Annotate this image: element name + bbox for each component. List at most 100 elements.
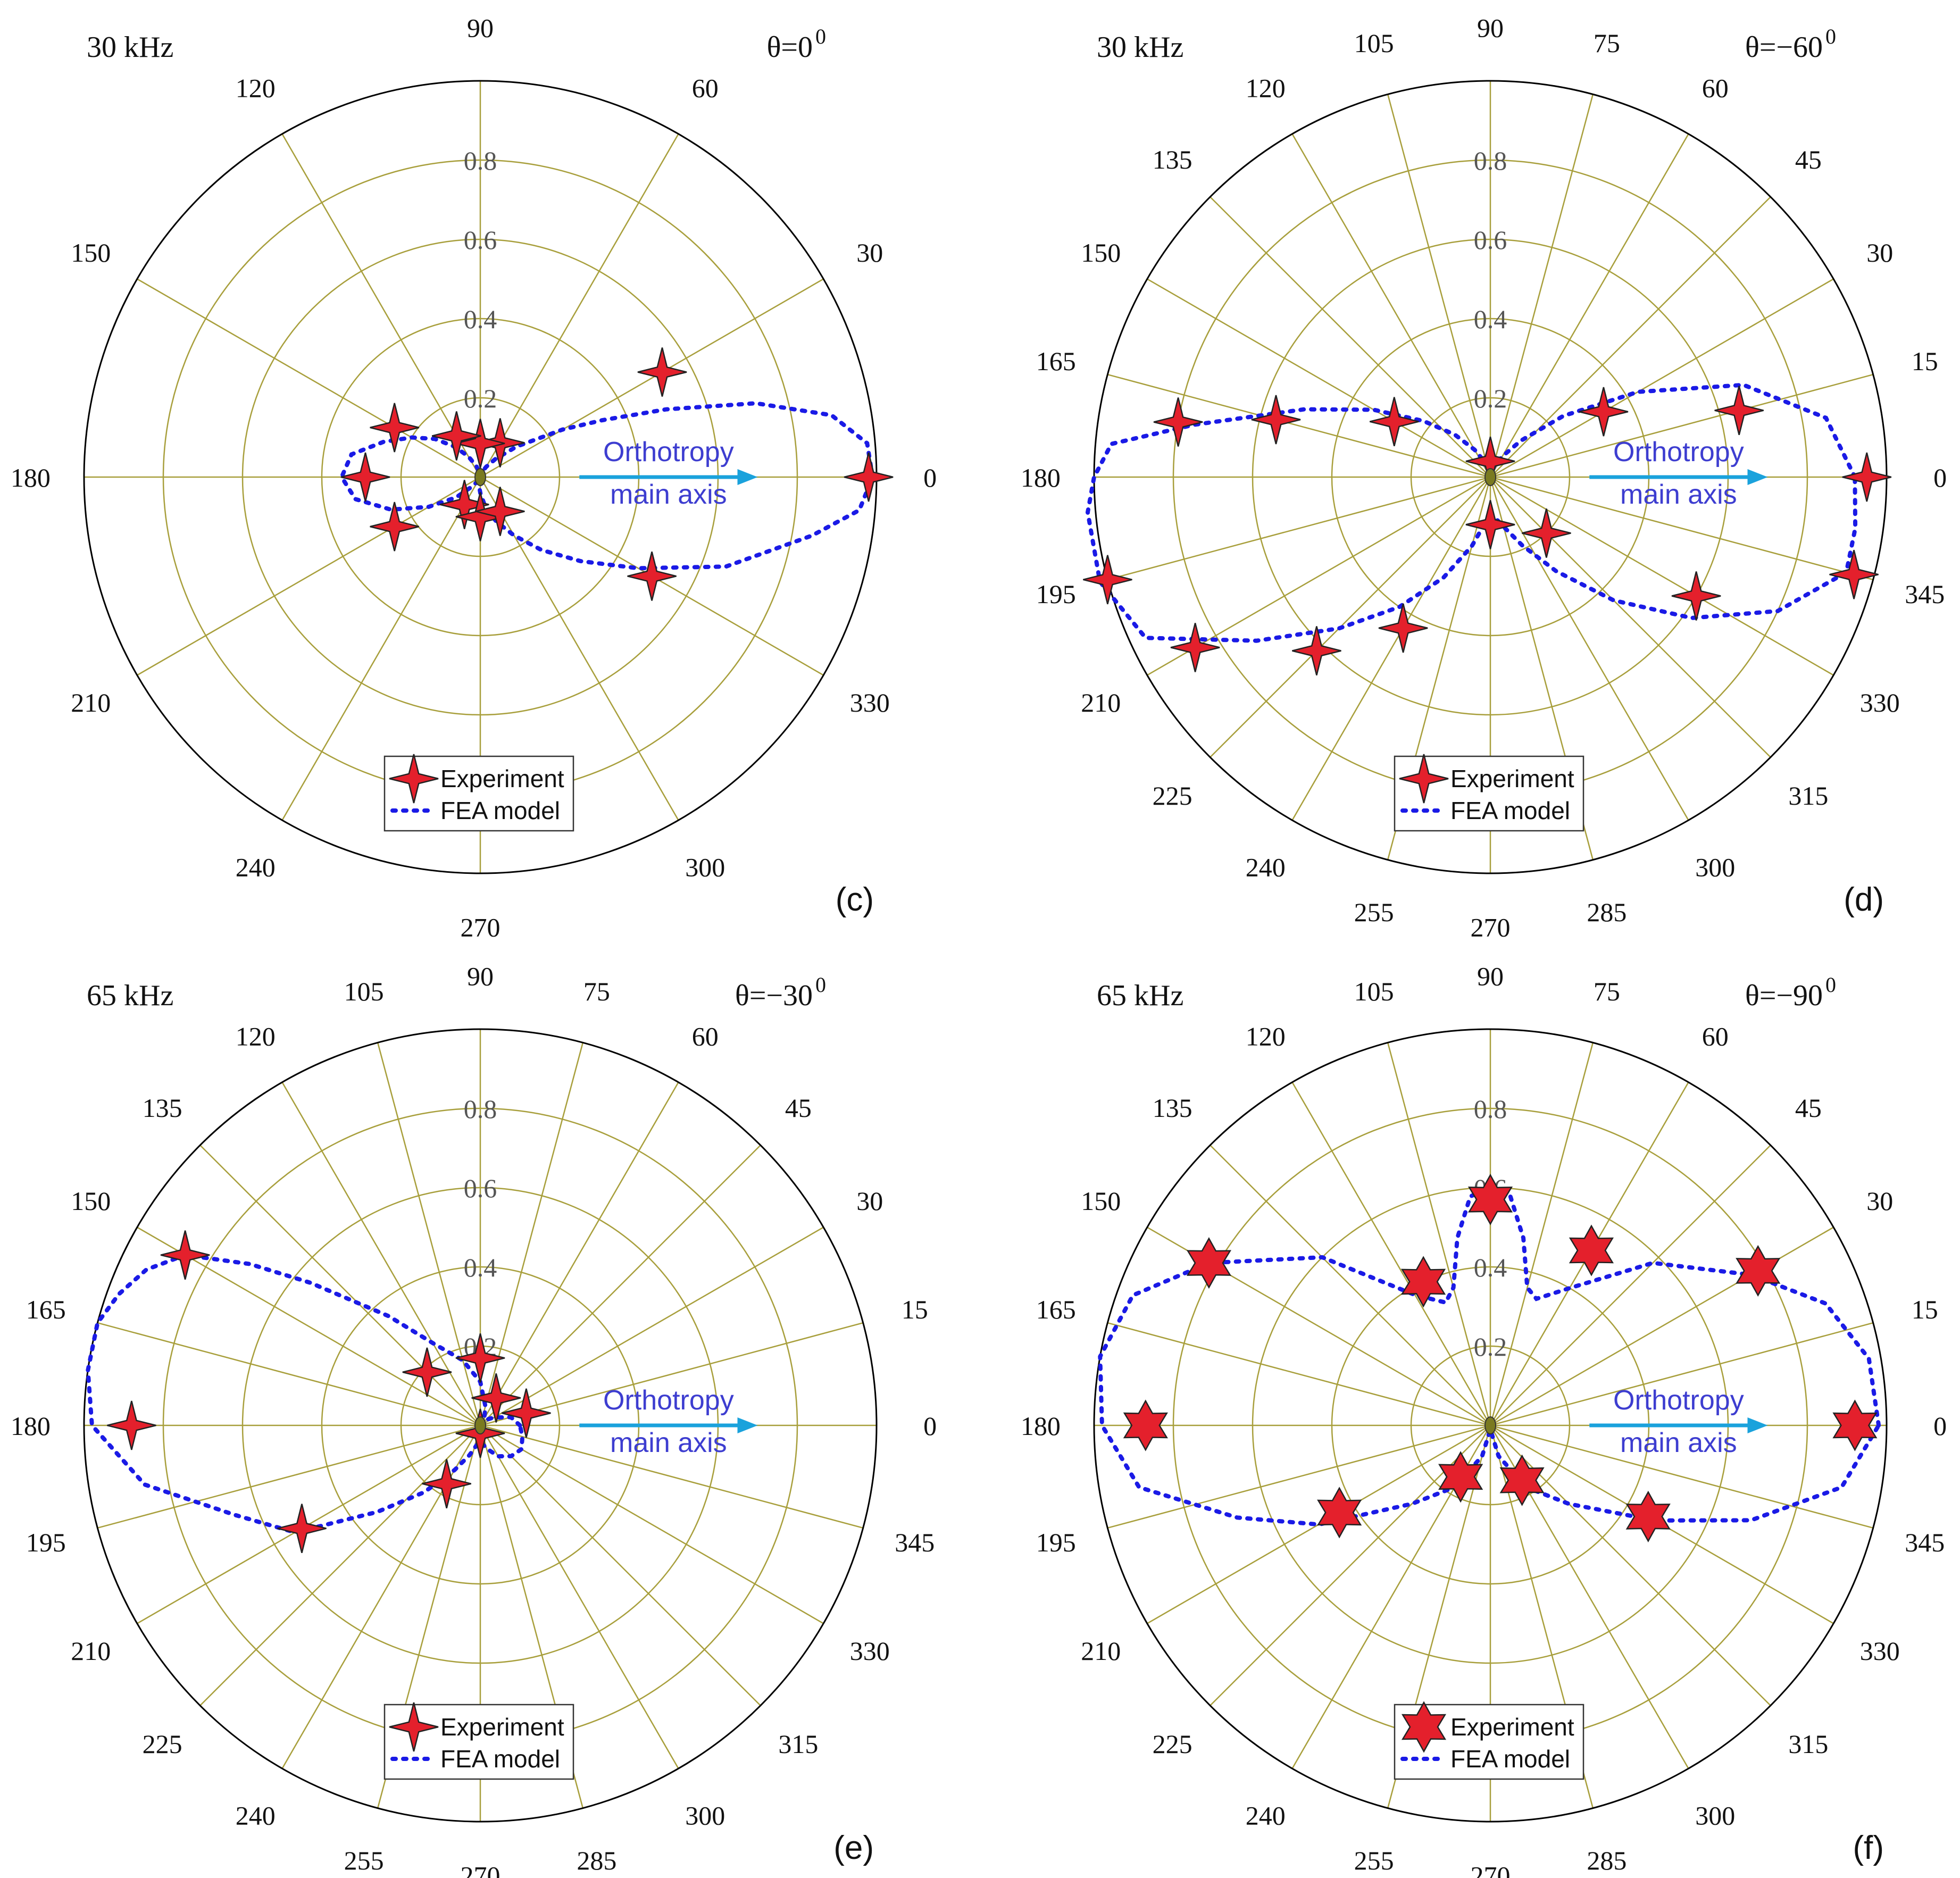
orthotropy-arrow-head (1747, 1417, 1768, 1433)
angle-tick-label: 120 (236, 73, 276, 103)
experiment-point (1186, 1237, 1232, 1289)
angle-tick-label: 180 (11, 463, 51, 493)
angle-tick-label: 30 (1866, 238, 1893, 268)
radial-tick-label: 0.4 (1474, 304, 1507, 334)
legend-experiment-label: Experiment (440, 765, 564, 792)
angle-tick-label: 135 (143, 1093, 182, 1123)
angle-tick-label: 345 (1905, 579, 1945, 609)
annotation-line-1: Orthotropy (1613, 1385, 1744, 1416)
center-dot (474, 468, 486, 486)
radial-tick-label: 0.8 (464, 146, 497, 176)
spoke-240 (1291, 477, 1491, 821)
angle-tick-label: 165 (1036, 346, 1076, 376)
angle-tick-label: 60 (1702, 1022, 1729, 1051)
outer-circle (1093, 1028, 1888, 1823)
experiment-point (1736, 1245, 1781, 1297)
angle-tick-label: 315 (778, 1729, 818, 1759)
spoke-45 (1490, 196, 1771, 478)
spoke-30 (480, 1226, 824, 1426)
experiment-point (439, 480, 489, 529)
spoke-75 (1489, 1042, 1594, 1426)
angle-tick-label: 210 (1081, 688, 1121, 717)
angle-tick-label: 90 (1477, 13, 1504, 43)
angle-tick-label: 0 (923, 1411, 937, 1441)
spoke-15 (480, 1322, 863, 1426)
radial-tick-label: 0.2 (1474, 383, 1507, 413)
panel-c: 0 30 60 90 120 150 180 210 240 270 300 330 0.2 0.4 0.6… (11, 13, 937, 942)
angle-tick-label: 120 (1246, 1022, 1286, 1051)
spoke-165 (97, 1322, 481, 1426)
experiment-point (422, 1459, 472, 1509)
spoke-30 (480, 278, 824, 478)
angle-tick-label: 330 (1860, 688, 1900, 717)
experiment-point (502, 1388, 551, 1438)
orthotropy-arrow-head (737, 469, 758, 485)
center-dot (1484, 1416, 1496, 1434)
legend-experiment-label: Experiment (1450, 1713, 1574, 1741)
panel-label: (d) (1844, 881, 1884, 918)
angle-tick-label: 150 (1081, 238, 1121, 268)
orthotropy-arrow-head (737, 1417, 758, 1433)
experiment-point (277, 1504, 327, 1554)
legend-experiment-label: Experiment (1450, 765, 1574, 792)
spoke-315 (1490, 1425, 1771, 1706)
spoke-315 (480, 1425, 761, 1706)
angle-tick-label: 240 (1246, 852, 1286, 882)
spoke-165 (1107, 1322, 1491, 1426)
radial-tick-label: 0.4 (464, 304, 497, 334)
spoke-45 (1490, 1145, 1771, 1426)
legend: Experiment FEA model (383, 1702, 574, 1780)
spoke-210 (137, 476, 481, 676)
angle-tick-label: 180 (11, 1411, 51, 1441)
radial-tick-label: 0.4 (1474, 1253, 1507, 1282)
theta-label: θ=0 (767, 31, 813, 64)
angle-tick-label: 30 (856, 1186, 883, 1216)
spoke-300 (1489, 477, 1689, 821)
spoke-210 (1147, 476, 1491, 676)
spoke-345 (480, 1424, 863, 1529)
outer-circle (83, 1028, 878, 1823)
legend: Experiment FEA model (1394, 1701, 1584, 1780)
annotation-line-2: main axis (1620, 479, 1737, 510)
radial-tick-label: 0.2 (1474, 1332, 1507, 1362)
experiment-point (1522, 508, 1571, 558)
experiment-point (471, 1373, 521, 1423)
angle-tick-label: 225 (1153, 1729, 1192, 1759)
legend: Experiment FEA model (383, 754, 574, 832)
orthotropy-arrow-head (1747, 469, 1768, 485)
fea-model-curve (339, 401, 875, 571)
spoke-15 (1490, 373, 1873, 478)
angle-tick-label: 255 (1354, 1846, 1394, 1875)
angle-tick-label: 45 (1795, 1093, 1822, 1123)
angle-tick-label: 75 (583, 976, 610, 1006)
fea-model-curve (86, 1253, 525, 1535)
panel-d: 0 15 30 45 60 75 90 105 120 135 150 165 180 195 210 225… (1021, 13, 1947, 942)
spoke-135 (1210, 196, 1491, 478)
spoke-150 (137, 1226, 481, 1426)
experiment-point (1292, 626, 1341, 675)
angle-tick-label: 0 (1933, 463, 1947, 493)
angle-tick-label: 150 (71, 1186, 111, 1216)
theta-superscript: 0 (815, 973, 826, 997)
angle-tick-label: 315 (1788, 1729, 1828, 1759)
theta-superscript: 0 (1825, 24, 1836, 48)
angle-tick-label: 75 (1594, 28, 1620, 58)
experiment-point (1579, 387, 1629, 437)
spoke-120 (1291, 133, 1491, 478)
angle-tick-label: 270 (461, 913, 501, 942)
angle-tick-label: 45 (1795, 145, 1822, 174)
angle-tick-label: 300 (1695, 852, 1735, 882)
annotation-line-1: Orthotropy (1613, 437, 1744, 468)
spoke-225 (199, 1425, 481, 1706)
angle-tick-label: 285 (1587, 897, 1627, 927)
angle-tick-label: 225 (1153, 781, 1192, 811)
spoke-195 (97, 1424, 481, 1529)
experiment-point (1714, 386, 1764, 436)
angle-tick-label: 105 (1354, 976, 1394, 1006)
radial-tick-label: 0.8 (1474, 146, 1507, 176)
spoke-60 (479, 1082, 679, 1426)
legend-experiment-marker (1399, 754, 1449, 804)
spoke-120 (1291, 1082, 1491, 1426)
spoke-105 (377, 1042, 481, 1426)
